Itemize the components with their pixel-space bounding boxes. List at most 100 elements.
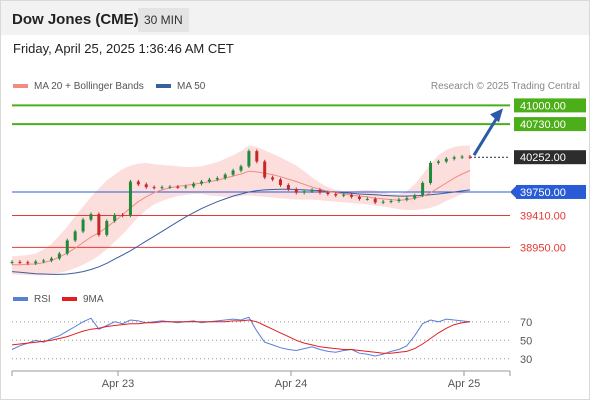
price-label: 39750.00	[520, 187, 566, 199]
rsi-line	[11, 316, 471, 357]
candle-body	[34, 261, 38, 264]
price-label: 40730.00	[520, 119, 566, 131]
candle-body	[263, 161, 267, 178]
candle-body	[278, 179, 282, 186]
legend-rsi: RSI	[13, 294, 51, 305]
candle-body	[200, 181, 204, 184]
candle-body	[10, 261, 14, 263]
candle-body	[468, 156, 472, 158]
rsi-tick-label: 70	[520, 317, 532, 329]
price-tag-pointer	[510, 184, 517, 199]
chart-header: Dow Jones (CME) 30 MIN	[1, 1, 589, 35]
candle-body	[57, 253, 61, 259]
legend-9ma: 9MA	[62, 294, 104, 305]
candle-body	[168, 186, 172, 188]
x-tick-label: Apr 24	[275, 378, 307, 390]
candle-body	[152, 187, 156, 189]
9ma-swatch	[62, 297, 77, 302]
research-credit: Research © 2025 Trading Central	[430, 81, 580, 92]
candle-body	[215, 178, 219, 180]
legend-ma20: MA 20 + Bollinger Bands	[13, 81, 144, 92]
candle-body	[192, 183, 196, 187]
timestamp: Friday, April 25, 2025 1:36:46 AM CET	[13, 41, 234, 56]
candle-body	[160, 187, 164, 189]
candle-body	[342, 194, 346, 196]
candle-body	[223, 174, 227, 179]
price-tag-41000.00	[514, 98, 586, 113]
candle-body	[294, 189, 298, 193]
candle-body	[113, 214, 117, 222]
legend-rsi-label: RSI	[34, 294, 51, 305]
candle-body	[144, 184, 148, 188]
candle-body	[26, 262, 30, 264]
candle-body	[460, 156, 464, 158]
price-label: 40252.00	[520, 152, 566, 164]
legend-ma50-label: MA 50	[177, 81, 206, 92]
bollinger-band	[12, 145, 470, 276]
rsi-tick-label: 30	[520, 354, 532, 366]
rsi-swatch	[13, 297, 28, 302]
candle-body	[397, 199, 401, 201]
candle-body	[405, 198, 409, 200]
candle-body	[444, 158, 448, 162]
candle-body	[247, 151, 251, 167]
candle-body	[326, 192, 330, 195]
price-label: 38950.00	[520, 242, 566, 254]
ma50-swatch	[156, 84, 171, 89]
rsi-tick-label: 50	[520, 335, 532, 347]
candle-body	[81, 219, 85, 232]
ma20-line	[12, 170, 471, 266]
candle-body	[381, 201, 385, 203]
candle-body	[350, 194, 354, 197]
candle-body	[429, 162, 433, 183]
ma50-line	[11, 188, 471, 275]
candle-body	[65, 240, 69, 254]
instrument-title: Dow Jones (CME)	[12, 11, 139, 28]
candle-body	[89, 214, 93, 220]
candle-body	[302, 191, 306, 193]
candle-body	[334, 194, 338, 196]
legend-9ma-label: 9MA	[83, 294, 104, 305]
candle-body	[42, 260, 46, 262]
legend-ma20-label: MA 20 + Bollinger Bands	[34, 81, 144, 92]
candle-body	[18, 261, 22, 263]
candle-body	[452, 157, 456, 159]
candle-body	[49, 258, 53, 261]
candle-body	[97, 214, 101, 235]
candle-body	[105, 221, 109, 235]
candle-body	[318, 189, 322, 193]
price-tag-40730.00	[514, 117, 586, 132]
candle-body	[373, 198, 377, 203]
price-label: 39410.00	[520, 211, 566, 223]
forecast-arrow	[472, 113, 501, 156]
price-tag-39750.00	[516, 184, 586, 199]
price-tag-40252.00	[514, 150, 586, 165]
candle-body	[207, 179, 211, 182]
candle-body	[239, 166, 243, 171]
candle-body	[271, 177, 275, 180]
candle-body	[121, 214, 125, 216]
timeframe-button[interactable]: 30 MIN	[138, 8, 189, 32]
candle-body	[436, 161, 440, 163]
candle-body	[184, 186, 188, 188]
candle-body	[389, 200, 393, 202]
forecast-arrowhead	[490, 108, 503, 123]
candle-body	[421, 182, 425, 196]
candle-body	[73, 231, 77, 241]
candle-body	[231, 170, 235, 175]
candles	[10, 149, 472, 266]
x-tick-label: Apr 25	[448, 378, 480, 390]
candle-body	[310, 189, 314, 192]
candle-body	[286, 185, 290, 190]
x-tick-label: Apr 23	[102, 378, 134, 390]
candle-body	[413, 195, 417, 199]
legend-ma50: MA 50	[156, 81, 205, 92]
candle-body	[365, 198, 369, 200]
ma20-swatch	[13, 84, 28, 89]
rsi-9ma-line	[11, 319, 471, 354]
candle-body	[128, 181, 132, 216]
candle-body	[136, 181, 140, 185]
candle-body	[255, 151, 259, 162]
price-label: 41000.00	[520, 100, 566, 112]
